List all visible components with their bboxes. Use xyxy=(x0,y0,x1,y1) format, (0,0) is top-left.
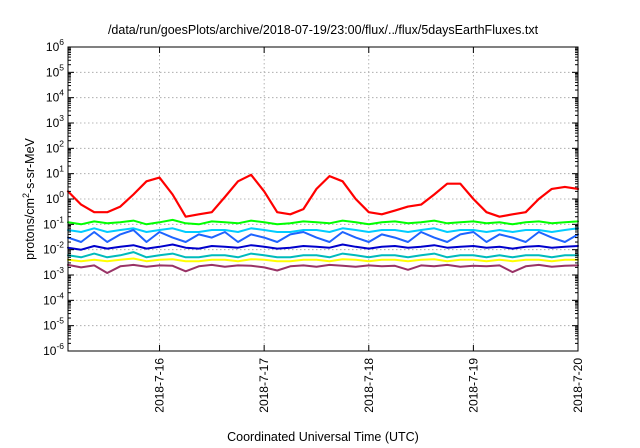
x-tick-label: 2018-7-19 xyxy=(466,358,480,413)
y-tick-exponent: -4 xyxy=(56,290,64,300)
x-tick-label: 2018-7-17 xyxy=(257,358,271,413)
grid xyxy=(68,47,578,351)
y-tick-exponent: 5 xyxy=(59,62,64,72)
y-tick-base: 10 xyxy=(46,141,60,155)
y-tick-label: 10-4 xyxy=(43,290,64,307)
y-tick-base: 10 xyxy=(46,192,60,206)
y-tick-exponent: 3 xyxy=(59,113,64,123)
x-tick-label: 2018-7-16 xyxy=(153,358,167,413)
series-line xyxy=(67,229,579,243)
y-tick-base: 10 xyxy=(46,91,60,105)
x-tick-label: 2018-7-20 xyxy=(571,358,585,413)
y-tick-label: 104 xyxy=(46,88,64,105)
y-tick-label: 10-5 xyxy=(43,316,64,333)
svg-text:protons/cm2-s-sr-MeV: protons/cm2-s-sr-MeV xyxy=(21,137,37,259)
y-tick-exponent: -1 xyxy=(56,214,64,224)
y-tick-label: 103 xyxy=(46,113,64,130)
y-tick-label: 102 xyxy=(46,138,64,155)
y-axis-label-part-b: -s-sr-MeV xyxy=(23,137,37,193)
y-tick-base: 10 xyxy=(43,344,57,358)
y-tick-base: 10 xyxy=(43,217,57,231)
y-tick-base: 10 xyxy=(43,319,57,333)
y-axis-label: protons/cm2-s-sr-MeV xyxy=(21,137,37,259)
y-tick-label: 106 xyxy=(46,37,64,54)
y-tick-label: 105 xyxy=(46,62,64,79)
y-tick-exponent: 6 xyxy=(59,37,64,47)
series-line xyxy=(67,218,579,226)
series-line xyxy=(67,257,579,263)
y-tick-exponent: 2 xyxy=(59,138,64,148)
y-tick-exponent: 1 xyxy=(59,164,64,174)
y-tick-exponent: -5 xyxy=(56,316,64,326)
series-line xyxy=(67,263,579,274)
y-tick-label: 10-2 xyxy=(43,240,64,257)
x-tick-label: 2018-7-18 xyxy=(362,358,376,413)
y-tick-base: 10 xyxy=(43,243,57,257)
y-tick-exponent: -2 xyxy=(56,240,64,250)
y-tick-base: 10 xyxy=(46,65,60,79)
y-tick-label: 101 xyxy=(46,164,64,181)
series-line xyxy=(67,251,579,259)
y-tick-base: 10 xyxy=(43,268,57,282)
y-tick-label: 10-6 xyxy=(43,341,64,358)
y-axis-label-part-a: protons/cm xyxy=(23,198,37,260)
y-tick-exponent: 0 xyxy=(59,189,64,199)
y-tick-exponent: -6 xyxy=(56,341,64,351)
series-line xyxy=(67,243,579,251)
y-tick-label: 10-1 xyxy=(43,214,64,231)
y-tick-base: 10 xyxy=(46,40,60,54)
y-tick-exponent: -3 xyxy=(56,265,64,275)
series-line xyxy=(67,227,579,233)
y-tick-label: 100 xyxy=(46,189,64,206)
y-tick-label: 10-3 xyxy=(43,265,64,282)
y-tick-base: 10 xyxy=(43,293,57,307)
y-tick-base: 10 xyxy=(46,167,60,181)
y-tick-exponent: 4 xyxy=(59,88,64,98)
y-axis-label-sup: 2 xyxy=(21,193,31,198)
series-line xyxy=(66,173,580,218)
ticks: 10-610-510-410-310-210-11001011021031041… xyxy=(43,37,585,413)
series-lines xyxy=(66,173,580,274)
y-tick-base: 10 xyxy=(46,116,60,130)
chart-title: /data/run/goesPlots/archive/2018-07-19/2… xyxy=(108,23,539,37)
x-axis-label: Coordinated Universal Time (UTC) xyxy=(227,430,419,444)
